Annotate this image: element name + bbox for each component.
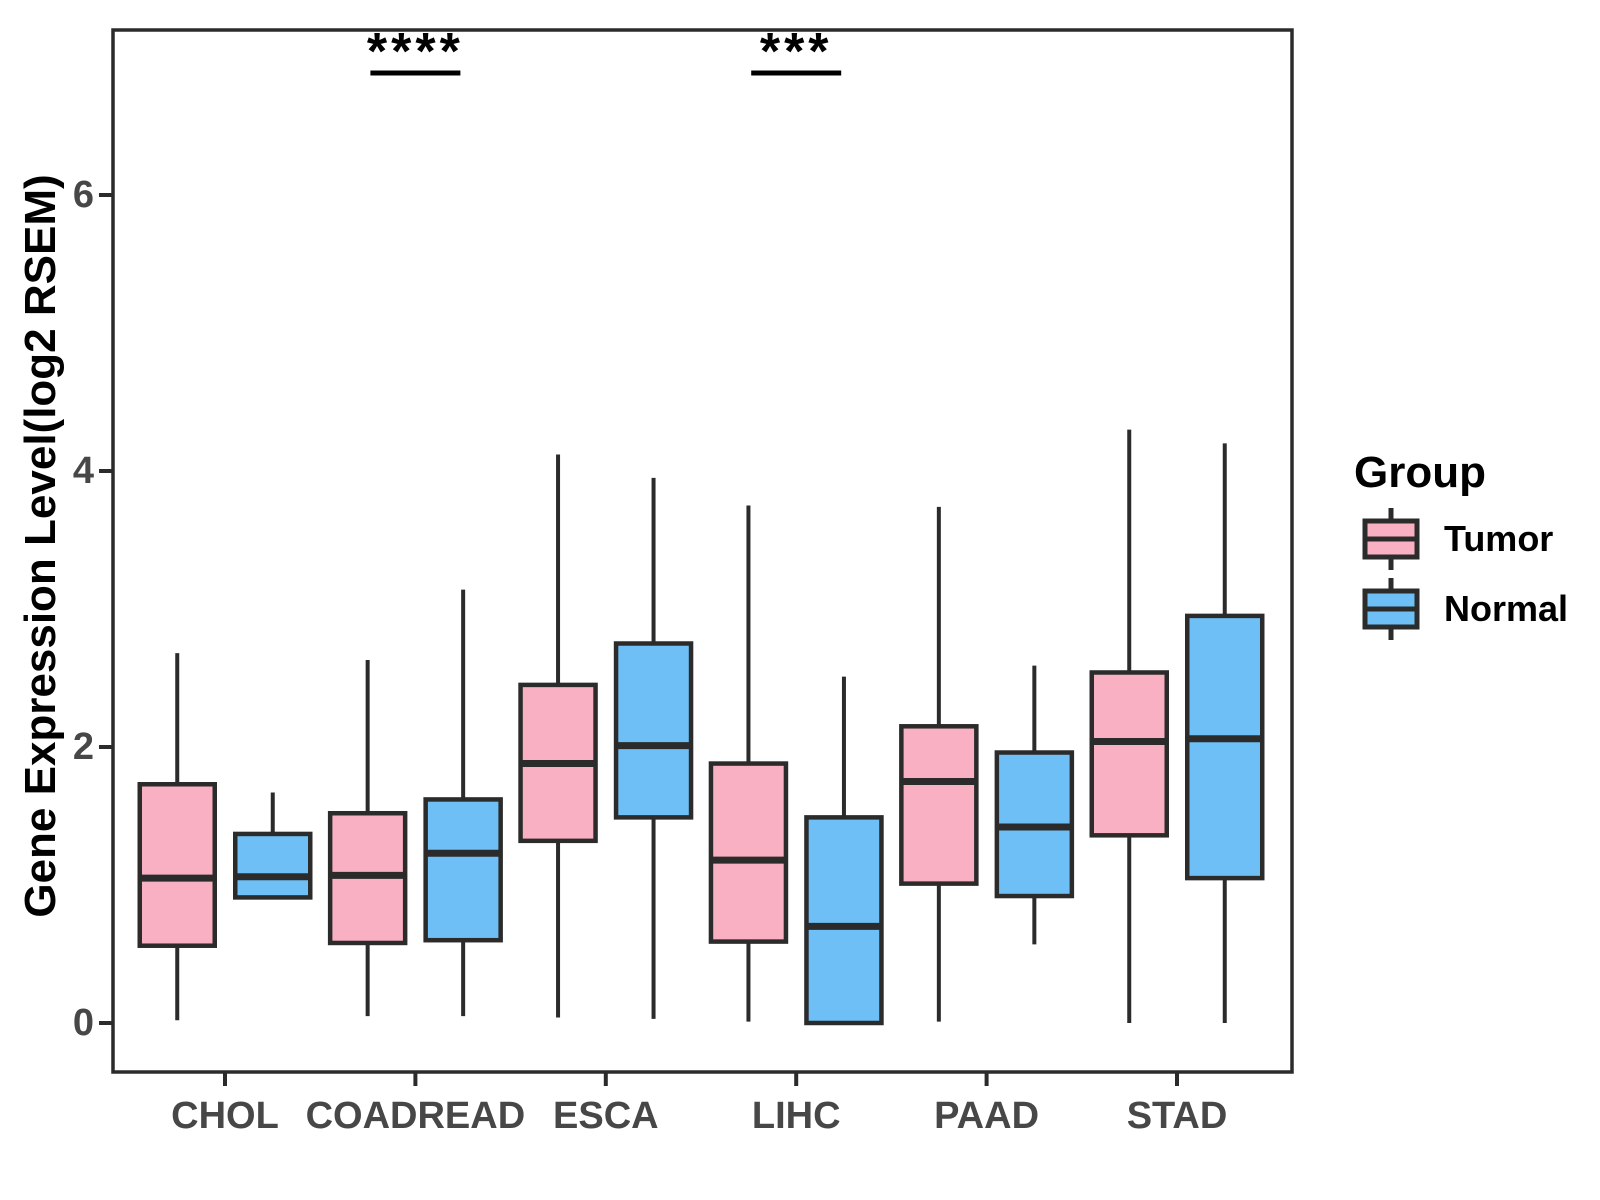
box-normal-stad	[1185, 613, 1265, 881]
legend-title: Group	[1354, 448, 1486, 497]
box-normal-chol	[233, 831, 313, 900]
legend-label-tumor: Tumor	[1444, 518, 1554, 559]
significance-stars-coadread: ****	[366, 23, 464, 81]
box-tumor-chol	[137, 782, 217, 948]
significance-stars-lihc: ***	[759, 23, 833, 81]
x-tick-label-paad: PAAD	[934, 1095, 1040, 1137]
x-tick-label-stad: STAD	[1126, 1095, 1228, 1137]
y-tick-label: 2	[72, 726, 94, 768]
y-tick-label: 6	[72, 174, 94, 216]
box-tumor-stad	[1089, 670, 1169, 838]
box-normal-lihc	[804, 815, 884, 1026]
panel-border	[111, 28, 1294, 1074]
x-tick-label-chol: CHOL	[171, 1095, 279, 1137]
x-tick-label-coadread: COADREAD	[305, 1095, 526, 1137]
box-tumor-paad	[899, 724, 979, 886]
box-normal-coadread	[423, 797, 503, 943]
y-tick-label: 0	[72, 1002, 94, 1044]
y-tick-label: 4	[72, 450, 94, 492]
box-normal-esca	[613, 641, 694, 820]
legend-label-normal: Normal	[1444, 588, 1569, 629]
x-tick-label-esca: ESCA	[553, 1095, 659, 1137]
box-tumor-lihc	[708, 761, 789, 944]
x-tick-label-lihc: LIHC	[751, 1095, 841, 1137]
